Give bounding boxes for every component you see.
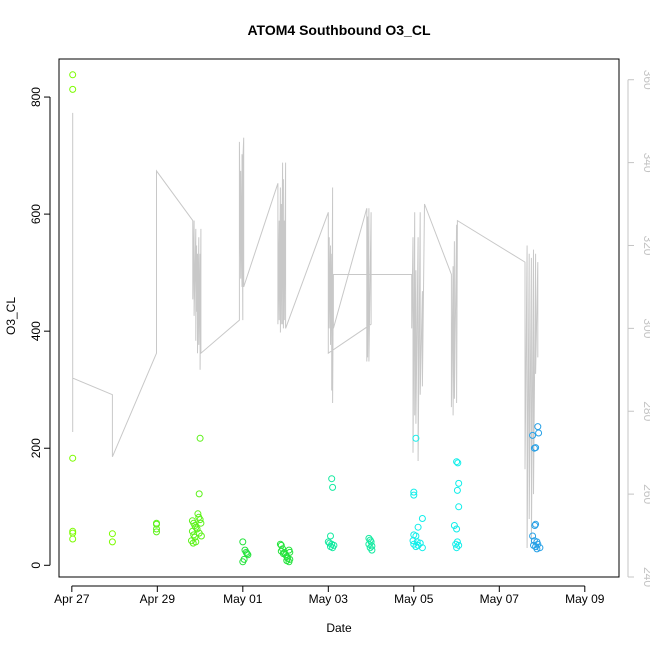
data-point: [192, 523, 200, 531]
data-point: [327, 532, 334, 540]
data-point: [194, 510, 202, 518]
data-point: [412, 543, 420, 551]
plot-frame: [58, 58, 620, 578]
data-point: [108, 530, 116, 538]
data-point: [286, 555, 294, 563]
data-point: [368, 546, 376, 554]
data-point: [455, 541, 463, 549]
data-point: [368, 542, 376, 550]
x-axis: Apr 27 Apr 29 May 01 May 03 May 05 May 07 May …: [54, 585, 605, 606]
series-group: [324, 475, 376, 554]
point-layer: [69, 71, 544, 566]
data-point: [243, 550, 251, 558]
data-point: [453, 458, 461, 466]
data-point: [450, 522, 458, 529]
data-point: [409, 537, 417, 545]
chart-title: ATOM4 Southbound O3_CL: [247, 22, 430, 38]
series-line-right-axis: [72, 112, 539, 549]
y2-tick-label: 320: [641, 235, 650, 255]
data-point: [192, 538, 200, 546]
y-tick-label: 800: [29, 87, 43, 107]
data-point: [239, 558, 247, 566]
x-axis-label: Date: [326, 621, 352, 635]
data-point: [532, 520, 540, 528]
data-point: [188, 527, 196, 535]
data-point: [196, 516, 204, 524]
data-point: [531, 522, 539, 529]
series-group: [239, 538, 294, 566]
data-point: [153, 525, 160, 533]
y-axis-label: O3_CL: [4, 297, 18, 335]
data-point: [532, 444, 540, 452]
data-point: [69, 454, 77, 462]
data-point: [69, 535, 77, 543]
data-point: [329, 544, 337, 552]
data-point: [412, 434, 420, 442]
data-point: [529, 532, 537, 540]
series-group: [409, 434, 463, 552]
y2-tick-label: 260: [641, 484, 650, 504]
data-point: [454, 459, 462, 467]
data-point: [455, 479, 463, 487]
data-point: [418, 515, 426, 522]
y-tick-label: 400: [29, 321, 43, 341]
data-point: [410, 491, 418, 499]
x-tick-label: May 05: [394, 592, 434, 606]
data-point: [197, 532, 205, 540]
data-point: [534, 423, 542, 431]
series-group: [153, 434, 205, 547]
y-tick-label: 200: [29, 438, 43, 458]
data-point: [197, 519, 205, 527]
data-point: [239, 538, 247, 546]
x-tick-label: May 03: [309, 592, 349, 606]
data-point: [453, 486, 461, 494]
data-point: [535, 429, 543, 437]
data-point: [153, 520, 160, 528]
data-point: [108, 538, 116, 546]
data-point: [453, 544, 461, 552]
data-point: [533, 545, 541, 553]
data-point: [69, 85, 77, 93]
y2-tick-label: 240: [641, 567, 650, 587]
data-point: [195, 490, 203, 498]
data-point: [453, 525, 461, 533]
data-point: [414, 523, 422, 531]
data-point: [418, 544, 426, 552]
y-tick-label: 0: [29, 562, 43, 569]
line-layer: [72, 112, 539, 549]
y2-tick-label: 280: [641, 401, 650, 421]
y-axis-right: 240 260 280 300 320 340 360: [627, 70, 650, 587]
data-point: [286, 548, 294, 556]
data-point: [69, 71, 77, 79]
y2-tick-label: 340: [641, 153, 650, 173]
data-point: [153, 528, 160, 536]
x-tick-label: May 07: [480, 592, 520, 606]
y2-tick-label: 300: [641, 318, 650, 338]
data-point: [529, 431, 537, 439]
data-point: [196, 434, 204, 442]
y-tick-label: 600: [29, 204, 43, 224]
data-point: [455, 503, 463, 511]
x-tick-label: May 01: [223, 592, 263, 606]
x-tick-label: Apr 27: [54, 592, 90, 606]
series-group: [69, 71, 116, 546]
data-point: [328, 475, 336, 483]
y2-tick-label: 360: [641, 70, 650, 90]
data-point: [410, 488, 418, 496]
series-group: [529, 423, 544, 553]
data-point: [244, 551, 252, 559]
data-point: [534, 540, 542, 548]
data-point: [329, 483, 337, 491]
x-tick-label: Apr 29: [140, 592, 176, 606]
y-axis-left: 0 200 400 600 800: [29, 87, 51, 569]
x-tick-label: May 09: [565, 592, 605, 606]
